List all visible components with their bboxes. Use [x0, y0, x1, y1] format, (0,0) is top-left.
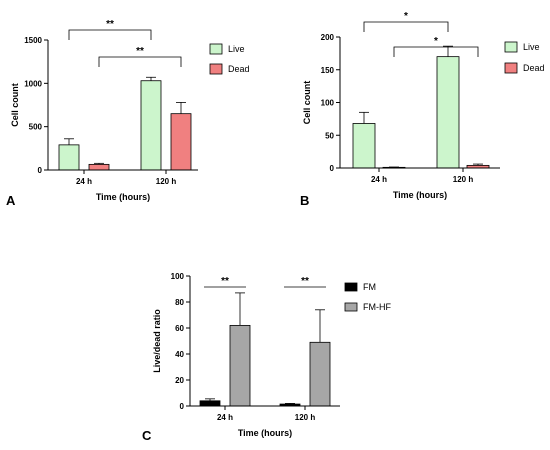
significance-label: **: [221, 276, 229, 287]
y-tick-label: 0: [330, 164, 335, 173]
significance-bracket: **: [98, 46, 182, 67]
significance-bracket: *: [393, 36, 479, 57]
x-axis-title: Time (hours): [393, 190, 447, 200]
legend-swatch-fm-hf: [344, 302, 358, 312]
bar-dead-120h: [170, 113, 192, 171]
legend-label-live: Live: [523, 42, 540, 52]
chart-panel-A: 0 500 1000 1500 24 h 120 h Time (hours) Cell co…: [6, 19, 250, 208]
significance-label: *: [434, 36, 438, 47]
significance-label: **: [136, 46, 144, 57]
bar-live-120h: [140, 80, 162, 171]
bar-fm-24h: [199, 400, 221, 407]
legend-label-fm-hf: FM-HF: [363, 302, 391, 312]
x-tick-label: 24 h: [76, 177, 92, 186]
y-tick-label: 1000: [24, 79, 42, 88]
x-tick-label: 24 h: [371, 175, 387, 184]
error-bar: [443, 45, 453, 57]
legend-swatch-dead: [209, 63, 223, 75]
error-bar: [235, 292, 245, 326]
legend-swatch-live: [504, 41, 518, 53]
legend-swatch-live: [209, 43, 223, 55]
y-tick-label: 100: [321, 99, 335, 108]
error-bar: [315, 309, 325, 343]
significance-bracket: **: [68, 19, 152, 40]
error-bar: [205, 398, 215, 401]
bar-fm-hf-24h: [229, 324, 251, 407]
y-tick-label: 100: [171, 272, 185, 281]
legend-label-dead: Dead: [523, 63, 545, 73]
significance-label: **: [106, 19, 114, 30]
bar-live-24h: [352, 123, 376, 169]
y-tick-label: 50: [325, 131, 334, 140]
x-tick-label: 120 h: [156, 177, 177, 186]
bar-live-24h: [58, 144, 80, 171]
significance-bracket: **: [204, 276, 246, 288]
y-axis-title: Live/dead ratio: [152, 309, 162, 373]
bar-dead-24h: [88, 163, 110, 171]
x-axis-title: Time (hours): [238, 428, 292, 438]
error-bar: [146, 76, 156, 81]
panel-letter: B: [300, 193, 309, 208]
error-bar: [94, 162, 104, 165]
bar-fm-hf-120h: [309, 341, 331, 407]
y-tick-label: 0: [38, 166, 43, 175]
legend-swatch-fm: [344, 282, 358, 292]
y-axis-title: Cell count: [302, 81, 312, 125]
y-tick-label: 200: [321, 33, 335, 42]
significance-label: *: [404, 11, 408, 22]
error-bar: [176, 102, 186, 114]
x-axis-title: Time (hours): [96, 192, 150, 202]
panel-letter: A: [6, 193, 16, 208]
y-tick-label: 150: [321, 66, 335, 75]
legend-label-fm: FM: [363, 282, 376, 292]
legend-label-live: Live: [228, 44, 245, 54]
y-tick-label: 40: [175, 350, 184, 359]
x-tick-label: 120 h: [295, 413, 316, 422]
legend: Live Dead: [209, 43, 250, 75]
y-tick-label: 0: [180, 402, 185, 411]
significance-label: **: [301, 276, 309, 287]
y-tick-label: 500: [29, 123, 43, 132]
panel-letter: C: [142, 428, 152, 443]
significance-bracket: *: [363, 11, 449, 32]
y-tick-label: 1500: [24, 36, 42, 45]
x-tick-label: 24 h: [217, 413, 233, 422]
significance-bracket: **: [284, 276, 326, 288]
y-tick-label: 60: [175, 324, 184, 333]
error-bar: [285, 402, 295, 405]
legend-swatch-dead: [504, 62, 518, 74]
y-tick-label: 80: [175, 298, 184, 307]
chart-panel-B: 0 50 100 150 200 24 h 120 h Time (hours) Cell co…: [300, 11, 545, 208]
y-axis-title: Cell count: [10, 83, 20, 127]
bar-live-120h: [436, 56, 460, 169]
error-bar: [359, 111, 369, 124]
x-tick-label: 120 h: [453, 175, 474, 184]
error-bar: [64, 138, 74, 145]
legend: FM FM-HF: [344, 282, 391, 312]
y-tick-label: 20: [175, 376, 184, 385]
legend-label-dead: Dead: [228, 64, 250, 74]
legend: Live Dead: [504, 41, 545, 74]
error-bar: [473, 163, 483, 166]
